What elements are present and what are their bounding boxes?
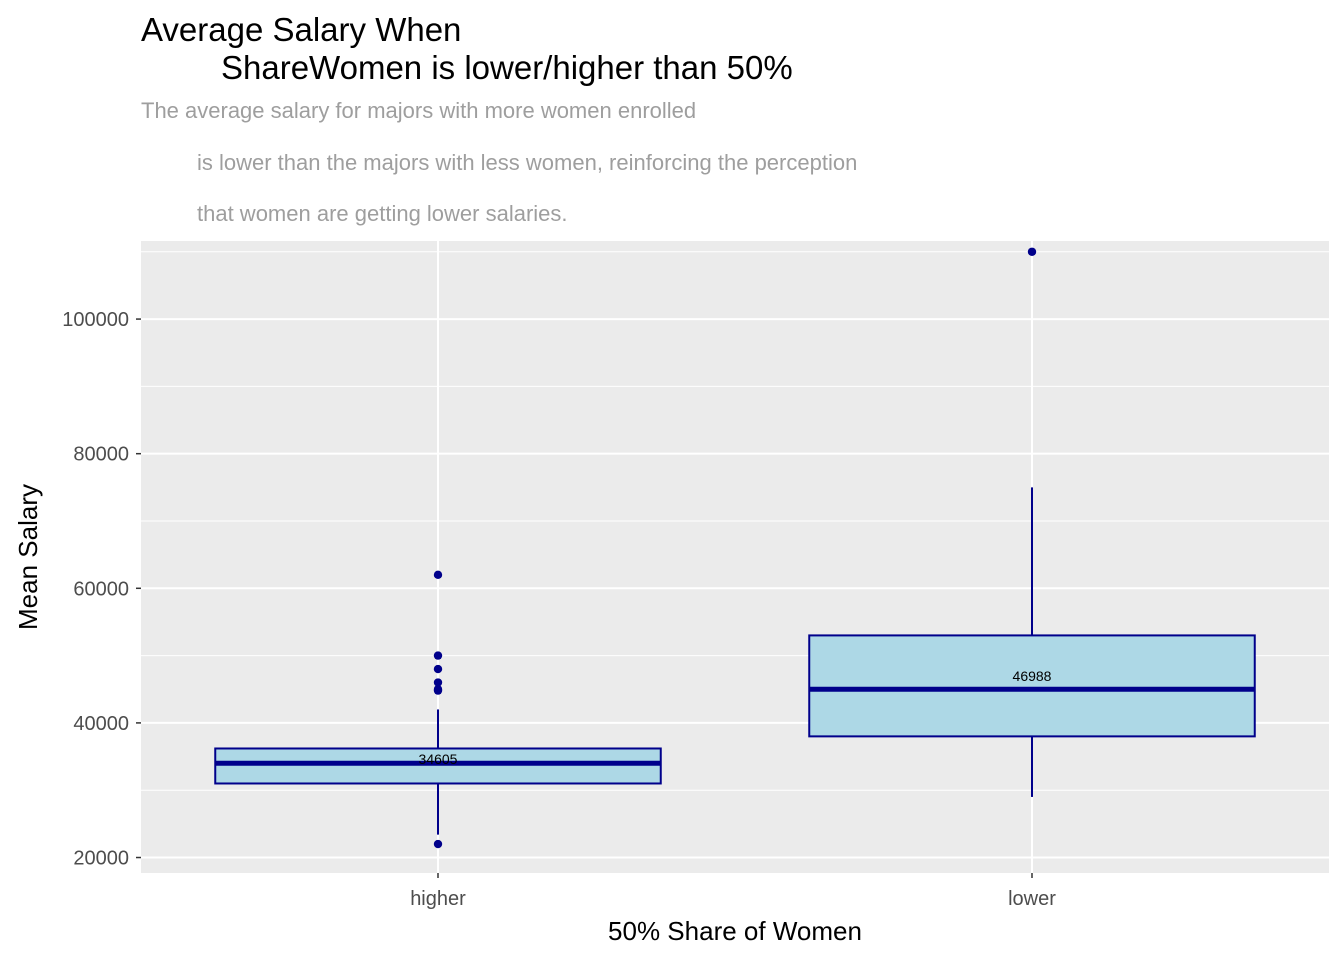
chart-subtitle-line-3: that women are getting lower salaries. xyxy=(197,201,568,226)
y-axis: 20000 40000 60000 80000 100000 xyxy=(62,309,141,870)
y-tick-label: 60000 xyxy=(73,578,129,600)
chart-title-line-1: Average Salary When xyxy=(141,11,461,48)
box-iqr xyxy=(214,747,662,785)
outlier-point xyxy=(433,839,443,849)
chart-title: Average Salary When ShareWomen is lower/… xyxy=(141,11,793,86)
box-group-higher: 34605 xyxy=(214,570,662,849)
outlier-point xyxy=(433,685,443,694)
chart-subtitle: The average salary for majors with more … xyxy=(141,98,857,226)
boxplot-marks: 34605 46988 xyxy=(214,247,1256,849)
outlier-point xyxy=(433,570,443,580)
y-tick-label: 40000 xyxy=(73,713,129,735)
outlier-point xyxy=(433,678,443,687)
x-axis: higher lower xyxy=(410,873,1056,910)
x-tick-label: lower xyxy=(1008,888,1056,910)
chart-subtitle-line-2: is lower than the majors with less women… xyxy=(197,150,857,175)
y-tick-label: 20000 xyxy=(73,848,129,870)
y-axis-title: Mean Salary xyxy=(13,484,43,630)
y-tick-label: 80000 xyxy=(73,444,129,466)
y-tick-label: 100000 xyxy=(62,309,129,331)
box-group-lower: 46988 xyxy=(808,247,1256,797)
chart-subtitle-line-1: The average salary for majors with more … xyxy=(141,98,696,123)
mean-label: 34605 xyxy=(419,751,458,767)
x-axis-title: 50% Share of Women xyxy=(608,916,862,946)
x-tick-label: higher xyxy=(410,888,466,910)
mean-label: 46988 xyxy=(1013,668,1052,684)
outlier-point xyxy=(1027,247,1037,256)
box-iqr xyxy=(808,634,1256,738)
chart-title-line-2: ShareWomen is lower/higher than 50% xyxy=(221,49,793,86)
outlier-point xyxy=(433,664,443,674)
grid-minor xyxy=(141,251,1329,791)
outlier-point xyxy=(433,651,443,660)
